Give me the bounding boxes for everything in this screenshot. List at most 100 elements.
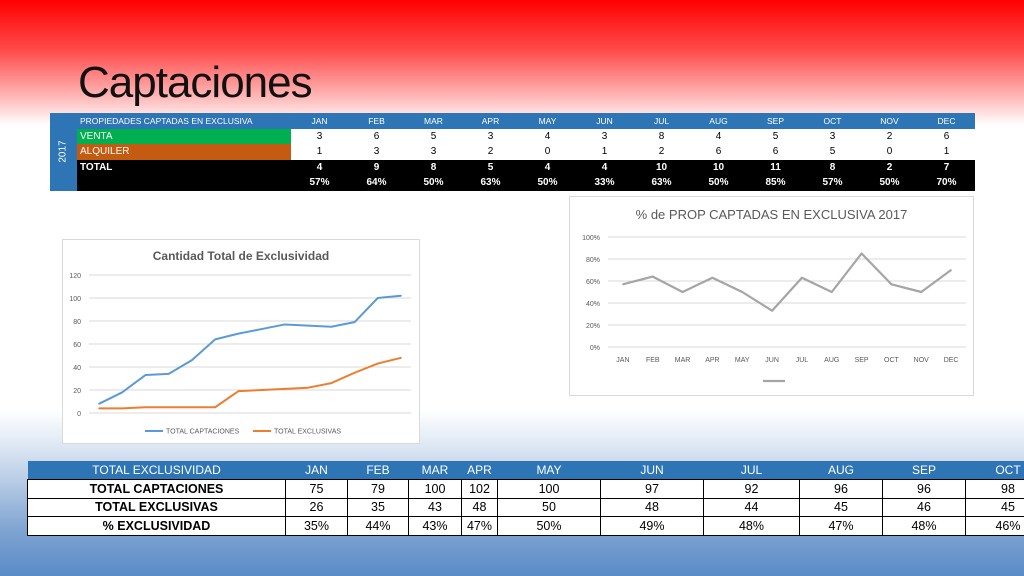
table-row: TOTAL 4 9 8 5 4 4 10 10 11 8 2 7 xyxy=(50,159,975,175)
month-header: FEB xyxy=(348,113,405,129)
data-point xyxy=(214,406,216,409)
table-cell: 79 xyxy=(347,479,409,499)
row-label: TOTAL EXCLUSIVAS xyxy=(27,497,286,517)
month-header: JUL xyxy=(633,113,690,129)
table-cell: 35% xyxy=(285,516,348,536)
table-cell: 4 xyxy=(291,159,348,175)
column-header: JUN xyxy=(600,461,704,480)
table-cell: 5 xyxy=(747,128,804,144)
data-point xyxy=(191,359,193,361)
y-tick-label: 20% xyxy=(586,323,600,330)
column-header: MAR xyxy=(408,461,462,480)
table-cell: 8 xyxy=(804,159,861,175)
table-cell: 46 xyxy=(882,497,966,517)
x-tick-label: OCT xyxy=(884,357,900,364)
table-cell: 96 xyxy=(799,479,883,499)
table-cell: 0 xyxy=(519,144,576,160)
table-cell: 44 xyxy=(703,497,800,517)
data-point xyxy=(353,371,356,374)
table-header-row: TOTAL EXCLUSIVIDAD JAN FEB MAR APR MAY JUN JUL A… xyxy=(27,461,1024,480)
x-tick-label: MAY xyxy=(735,357,750,364)
table-cell: 43% xyxy=(408,516,462,536)
table-cell: 57% xyxy=(804,175,861,191)
total-exclusivity-chart: Cantidad Total de Exclusividad 0 20 40 60 80… xyxy=(62,239,420,444)
table-cell: 102 xyxy=(461,479,498,499)
row-label: ALQUILER xyxy=(77,144,291,160)
y-tick-label: 20 xyxy=(73,388,81,395)
table-cell: 50 xyxy=(497,497,601,517)
data-point xyxy=(121,391,124,394)
row-label xyxy=(77,175,291,191)
table-row: ALQUILER 1 3 3 2 0 1 2 6 6 5 0 1 xyxy=(50,144,975,160)
table-row: 57% 64% 50% 63% 50% 33% 63% 50% 85% 57% 50% 70% xyxy=(50,175,975,191)
series-line xyxy=(622,252,952,312)
data-point xyxy=(237,390,240,392)
data-point xyxy=(214,338,216,341)
table-cell: 2 xyxy=(633,144,690,160)
table-cell: 3 xyxy=(291,128,348,144)
y-tick-label: 40% xyxy=(586,301,600,308)
table-cell: 4 xyxy=(576,159,633,175)
y-tick-label: 0% xyxy=(590,345,600,352)
table-cell: 10 xyxy=(690,159,747,175)
y-tick-label: 80% xyxy=(586,257,600,264)
y-tick-label: 0 xyxy=(77,411,81,418)
data-point xyxy=(400,294,402,297)
x-tick-label: JAN xyxy=(616,357,629,364)
data-point xyxy=(651,275,654,278)
row-label: VENTA xyxy=(77,128,291,144)
data-point xyxy=(167,373,170,375)
table-cell: 50% xyxy=(690,175,747,191)
data-point xyxy=(121,407,124,410)
table-row: % EXCLUSIVIDAD 35% 44% 43% 47% 50% 49% 48% 47% 48… xyxy=(27,516,1024,536)
data-point xyxy=(741,291,744,293)
data-point xyxy=(890,283,893,286)
table-cell: 98 xyxy=(965,479,1024,499)
table-cell: 9 xyxy=(348,159,405,175)
table-cell: 26 xyxy=(285,497,348,517)
data-point xyxy=(307,324,309,327)
table-cell: 47% xyxy=(461,516,498,536)
row-label: TOTAL CAPTACIONES xyxy=(27,479,286,499)
table-cell: 3 xyxy=(804,128,861,144)
table-cell: 3 xyxy=(462,128,519,144)
x-tick-label: NOV xyxy=(914,357,930,364)
table-cell: 8 xyxy=(633,128,690,144)
row-label: % EXCLUSIVIDAD xyxy=(27,516,286,536)
x-tick-label: JUL xyxy=(796,357,809,364)
data-point xyxy=(711,276,714,279)
table-cell: 6 xyxy=(348,128,405,144)
data-point xyxy=(307,386,309,389)
x-tick-label: SEP xyxy=(855,357,869,364)
month-header: AUG xyxy=(690,113,747,129)
table-header-row: 2017 PROPIEDADES CAPTADAS EN EXCLUSIVA JAN… xyxy=(50,113,975,191)
year-label: 2017 xyxy=(58,140,69,163)
x-tick-label: FEB xyxy=(646,357,660,364)
table-cell: 43 xyxy=(408,497,462,517)
table-row: TOTAL CAPTACIONES 75 79 100 102 100 97 92 96 96 98 xyxy=(27,479,1024,499)
legend-label: TOTAL EXCLUSIVAS xyxy=(274,429,341,436)
data-point xyxy=(376,362,379,365)
table-cell: 3 xyxy=(405,144,462,160)
table-cell: 2 xyxy=(861,128,918,144)
table-cell: 2 xyxy=(861,159,918,175)
table-cell: 47% xyxy=(799,516,883,536)
table-cell: 100 xyxy=(408,479,462,499)
table-cell: 63% xyxy=(462,175,519,191)
column-header: MAY xyxy=(497,461,601,480)
data-point xyxy=(400,357,402,359)
table-cell: 1 xyxy=(918,144,975,160)
data-point xyxy=(260,328,263,330)
column-header: SEP xyxy=(882,461,966,480)
table-cell: 63% xyxy=(633,175,690,191)
table-cell: 64% xyxy=(348,175,405,191)
table-cell: 50% xyxy=(497,516,601,536)
table-cell: 44% xyxy=(347,516,409,536)
column-header: OCT xyxy=(965,461,1024,480)
table-cell: 48% xyxy=(882,516,966,536)
data-point xyxy=(284,388,286,390)
table-row: VENTA 3 6 5 3 4 3 8 4 5 3 2 6 xyxy=(50,128,975,144)
table-cell: 4 xyxy=(519,159,576,175)
data-point xyxy=(98,403,100,405)
table-cell: 1 xyxy=(291,144,348,160)
